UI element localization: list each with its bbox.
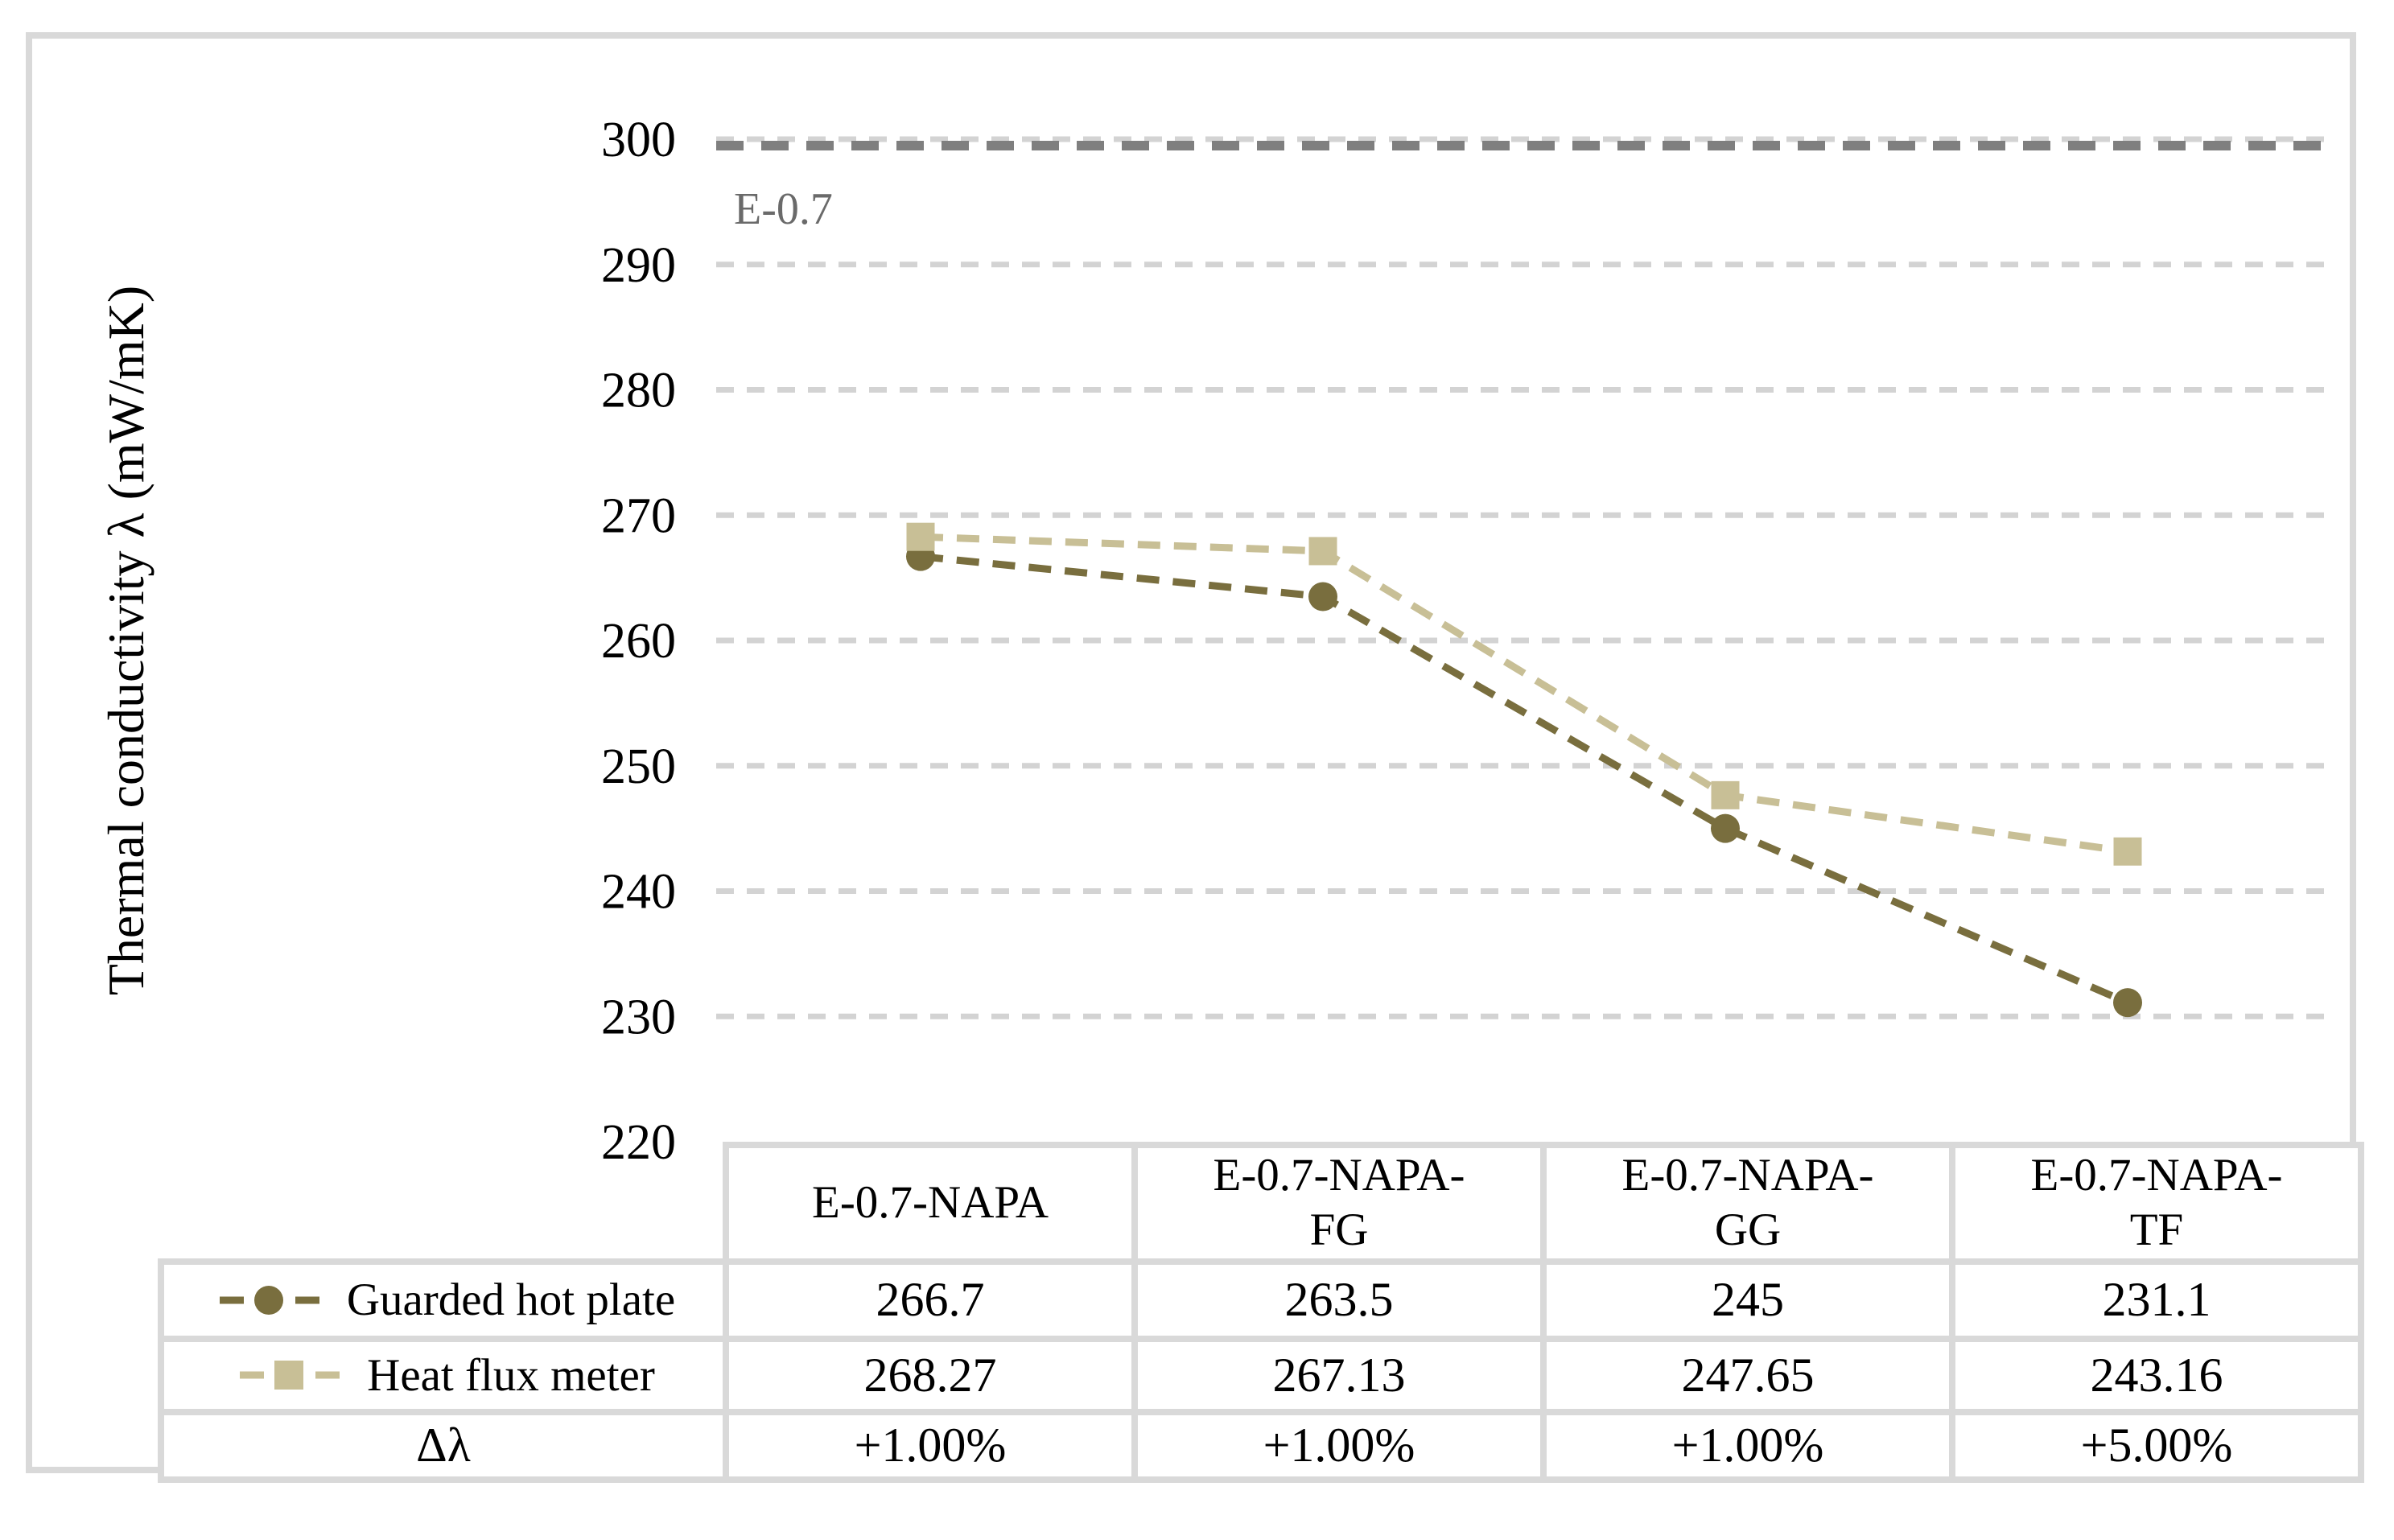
series-name: Guarded hot plate: [346, 1274, 676, 1326]
series-name: Heat flux meter: [367, 1349, 655, 1401]
value-cell: +1.00%: [1131, 1408, 1547, 1483]
y-tick-label: 260: [601, 614, 676, 669]
series-label-cell: Heat flux meter: [158, 1335, 729, 1415]
y-tick-label: 240: [601, 865, 676, 920]
table-header-row: E-0.7-NAPA E-0.7-NAPA- FG E-0.7-NAPA- GG…: [161, 1142, 2364, 1265]
heat-flux-meter-legend-icon: [235, 1361, 344, 1390]
value-cell: 263.5: [1131, 1258, 1547, 1342]
table-row: Δλ +1.00% +1.00% +1.00% +5.00%: [158, 1408, 2364, 1483]
value-cell: 247.65: [1540, 1335, 1955, 1415]
value-cell: +1.00%: [1540, 1408, 1955, 1483]
figure-frame: 220 230 240 250 260 270 280 290 300 E-0.7 Thermal …: [26, 32, 2364, 1483]
y-tick-label: 270: [601, 488, 676, 543]
y-tick-label: 290: [601, 238, 676, 293]
data-point-square: [2113, 837, 2142, 866]
value-cell: 267.13: [1131, 1335, 1547, 1415]
series-line-guarded-hot-plate: [920, 553, 2129, 1007]
y-tick-label: 280: [601, 364, 676, 418]
table-row: Heat flux meter 268.27 267.13 247.65 243…: [158, 1335, 2364, 1415]
table-row: Guarded hot plate 266.7 263.5 245 231.1: [158, 1258, 2364, 1342]
value-cell: 243.16: [1949, 1335, 2364, 1415]
column-header: E-0.7-NAPA- GG: [1540, 1142, 1955, 1265]
series-label-cell: Guarded hot plate: [158, 1258, 729, 1342]
value-cell: +1.00%: [723, 1408, 1138, 1483]
data-point-circle: [2113, 988, 2142, 1018]
column-header: E-0.7-NAPA: [723, 1142, 1138, 1265]
y-tick-label: 230: [601, 990, 676, 1044]
column-header: E-0.7-NAPA- TF: [1949, 1142, 2364, 1265]
column-header: E-0.7-NAPA- FG: [1131, 1142, 1547, 1265]
data-point-square: [1308, 537, 1337, 566]
value-cell: 231.1: [1949, 1258, 2364, 1342]
chart-data-table: E-0.7-NAPA E-0.7-NAPA- FG E-0.7-NAPA- GG…: [158, 1142, 2364, 1483]
y-tick-label: 220: [601, 1115, 676, 1170]
data-point-square: [906, 522, 935, 551]
y-axis-title: Thermal conductivity λ (mW/mK): [97, 286, 155, 995]
series-line-heat-flux-meter: [920, 533, 2128, 855]
value-cell: 268.27: [723, 1335, 1138, 1415]
y-tick-label: 300: [601, 113, 676, 167]
line-chart: 220 230 240 250 260 270 280 290 300 E-0.7 Thermal …: [97, 113, 2328, 1170]
table-corner-empty: [161, 1145, 726, 1262]
reference-line-label: E-0.7: [734, 184, 833, 234]
y-tick-label: 250: [601, 739, 676, 794]
delta-lambda-label-cell: Δλ: [158, 1408, 729, 1483]
value-cell: 245: [1540, 1258, 1955, 1342]
data-point-square: [1711, 780, 1740, 809]
value-cell: 266.7: [723, 1258, 1138, 1342]
data-point-circle: [1308, 582, 1337, 611]
guarded-hot-plate-legend-icon: [214, 1285, 323, 1315]
value-cell: +5.00%: [1949, 1408, 2364, 1483]
data-point-circle: [1711, 813, 1740, 843]
